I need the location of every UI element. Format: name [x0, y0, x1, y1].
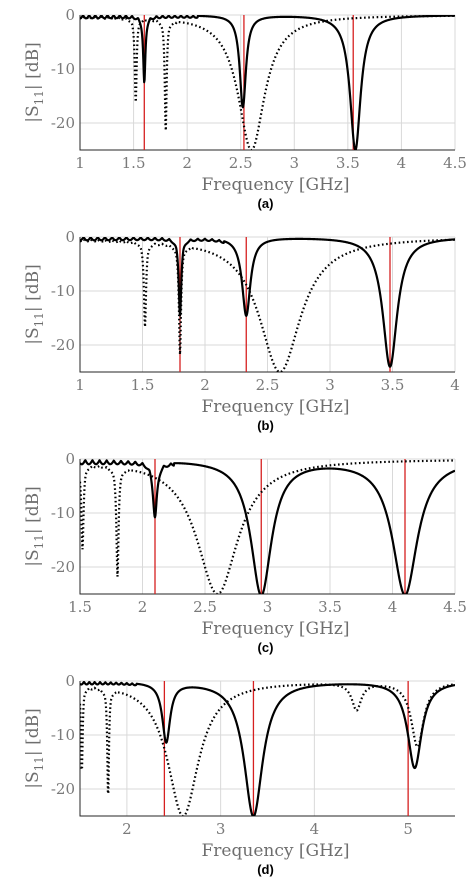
panel-d: 2 3 4 5 0 -10 -20 Frequency [GHz] |S11| [dB] (d) — [23, 672, 455, 877]
x-tick-label: 3 — [325, 376, 335, 394]
x-tick-label: 3 — [216, 820, 226, 838]
axes-frame — [79, 237, 455, 373]
x-axis-label: Frequency [GHz] — [202, 619, 350, 639]
y-tick-label: -20 — [51, 114, 75, 132]
y-tick-label: 0 — [65, 450, 75, 468]
y-tick-label: 0 — [65, 228, 75, 246]
x-tick-label: 2.5 — [229, 154, 253, 172]
y-tick-label: -20 — [51, 336, 75, 354]
series-solid — [80, 681, 455, 816]
y-tick-label: -10 — [51, 726, 75, 744]
subplot-label: (b) — [257, 418, 274, 433]
x-tick-label: 3 — [263, 598, 273, 616]
series-solid — [80, 459, 455, 594]
y-tick-label: -10 — [51, 282, 75, 300]
x-tick-label: 3.5 — [336, 154, 360, 172]
series-dotted — [80, 459, 455, 594]
x-tick-label: 2 — [138, 598, 148, 616]
x-tick-label: 4.5 — [443, 598, 467, 616]
axes-frame — [79, 459, 455, 595]
x-tick-label: 1.5 — [122, 154, 146, 172]
axes-frame — [79, 15, 455, 151]
series-solid — [80, 237, 455, 368]
x-tick-label: 3.5 — [381, 376, 405, 394]
x-tick-label: 4.5 — [443, 154, 467, 172]
x-tick-label: 1.5 — [131, 376, 155, 394]
y-tick-label: 0 — [65, 6, 75, 24]
x-axis-label: Frequency [GHz] — [202, 397, 350, 417]
x-tick-label: 3 — [290, 154, 300, 172]
x-tick-label: 2.5 — [193, 598, 217, 616]
y-axis-label: |S11| [dB] — [23, 708, 46, 788]
y-tick-label: 0 — [65, 672, 75, 690]
x-tick-label: 4 — [450, 376, 460, 394]
y-axis-label: |S11| [dB] — [23, 42, 46, 122]
x-tick-label: 1 — [75, 154, 85, 172]
x-tick-label: 2 — [182, 154, 192, 172]
x-tick-label: 1.5 — [68, 598, 92, 616]
panel-b: 1 1.5 2 2.5 3 3.5 4 0 -10 -20 Frequency [GHz] |S11|… — [23, 228, 460, 433]
x-tick-label: 2.5 — [256, 376, 280, 394]
y-axis-label: |S11| [dB] — [23, 486, 46, 566]
x-tick-label: 4 — [310, 820, 320, 838]
x-tick-label: 3.5 — [318, 598, 342, 616]
subplot-label: (d) — [257, 862, 274, 877]
y-tick-label: -10 — [51, 504, 75, 522]
series-dotted — [80, 15, 455, 150]
y-axis-label: |S11| [dB] — [23, 264, 46, 344]
x-tick-label: 4 — [388, 598, 398, 616]
series-solid — [80, 15, 455, 150]
x-axis-label: Frequency [GHz] — [202, 841, 350, 861]
x-tick-label: 2 — [122, 820, 132, 838]
series-dotted — [80, 683, 455, 816]
subplot-label: (a) — [258, 196, 274, 211]
x-tick-label: 1 — [75, 376, 85, 394]
x-tick-label: 2 — [200, 376, 210, 394]
y-tick-label: -20 — [51, 780, 75, 798]
x-tick-label: 4 — [397, 154, 407, 172]
x-axis-label: Frequency [GHz] — [202, 175, 350, 195]
y-tick-label: -20 — [51, 558, 75, 576]
subplot-label: (c) — [258, 640, 274, 655]
x-tick-label: 5 — [403, 820, 413, 838]
panel-a: 1 1.5 2 2.5 3 3.5 4 4.5 0 -10 -20 Frequency [GHz] |S… — [23, 6, 467, 211]
panel-c: 1.5 2 2.5 3 3.5 4 4.5 0 -10 -20 Frequency [GHz] |S1… — [23, 450, 467, 655]
y-tick-label: -10 — [51, 60, 75, 78]
